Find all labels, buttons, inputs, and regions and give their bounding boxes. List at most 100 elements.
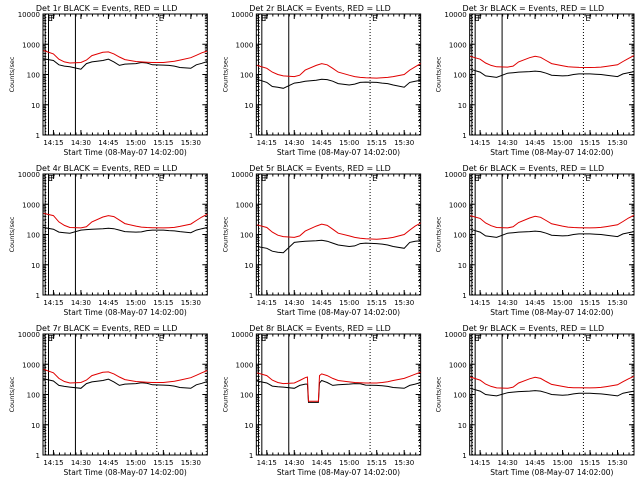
y-tick-label: 1	[462, 132, 466, 140]
event-marker-label: E	[474, 14, 479, 23]
y-tick-label: 100	[240, 392, 253, 400]
panel-title: Det 5r BLACK = Events, RED = LLD	[249, 164, 391, 173]
y-tick-label: 1	[462, 452, 466, 460]
x-tick-label: 15:00	[339, 299, 359, 307]
x-tick-label: 15:15	[580, 299, 600, 307]
x-tick-label: 14:15	[257, 459, 277, 467]
y-tick-label: 10000	[231, 11, 253, 19]
x-tick-label: 15:30	[607, 139, 627, 147]
y-axis-label: Counts/sec	[435, 216, 443, 252]
events-series-line	[256, 78, 421, 89]
y-tick-label: 10	[458, 102, 467, 110]
detector-panel-6: Det 6r BLACK = Events, RED = LLD 1 10 100 10…	[435, 164, 635, 317]
x-tick-label: 14:45	[312, 459, 332, 467]
y-tick-label: 1	[36, 292, 40, 300]
axis-frame	[255, 13, 422, 136]
x-tick-label: 15:00	[126, 139, 146, 147]
event-marker-label: E	[585, 334, 590, 343]
x-tick-label: 14:30	[71, 299, 91, 307]
panel-title: Det 1r BLACK = Events, RED = LLD	[36, 4, 178, 13]
x-tick-label: 14:45	[98, 299, 118, 307]
y-tick-label: 10	[31, 262, 40, 270]
x-tick-label: 15:15	[367, 459, 387, 467]
x-tick-label: 15:15	[153, 459, 173, 467]
axis-frame	[42, 173, 208, 296]
event-marker-label: E	[159, 174, 164, 183]
x-tick-label: 14:30	[497, 299, 517, 307]
y-tick-label: 100	[240, 232, 253, 240]
y-tick-label: 1000	[449, 201, 467, 209]
event-marker-label: E	[585, 174, 590, 183]
x-tick-label: 15:30	[607, 299, 627, 307]
y-tick-label: 100	[453, 232, 466, 240]
x-tick-label: 15:00	[552, 299, 572, 307]
x-axis-label: Start Time (08-May-07 14:02:00)	[64, 468, 187, 477]
x-tick-label: 14:15	[43, 139, 63, 147]
lld-series-line	[256, 371, 421, 402]
detector-panel-8: Det 8r BLACK = Events, RED = LLD 1 10 100 10…	[221, 324, 422, 477]
y-tick-label: 1000	[22, 201, 40, 209]
lld-series-line	[43, 212, 208, 229]
x-tick-label: 15:15	[580, 139, 600, 147]
x-tick-label: 15:00	[339, 139, 359, 147]
panel-title: Det 4r BLACK = Events, RED = LLD	[36, 164, 178, 173]
x-tick-label: 14:45	[525, 139, 545, 147]
y-tick-label: 1000	[449, 361, 467, 369]
lld-series-line	[43, 368, 208, 384]
event-marker-label: E	[261, 14, 266, 23]
x-tick-label: 15:30	[394, 459, 414, 467]
x-axis-label: Start Time (08-May-07 14:02:00)	[277, 468, 400, 477]
y-tick-label: 10	[31, 422, 40, 430]
event-marker-label: E	[47, 14, 52, 23]
lld-series-line	[470, 55, 635, 69]
y-axis-label: Counts/sec	[221, 376, 229, 412]
y-tick-label: 1000	[236, 361, 254, 369]
x-tick-label: 15:00	[339, 459, 359, 467]
x-axis-label: Start Time (08-May-07 14:02:00)	[490, 148, 613, 157]
events-series-line	[256, 239, 421, 254]
y-tick-label: 1000	[236, 41, 254, 49]
x-tick-label: 15:30	[607, 459, 627, 467]
y-tick-label: 10000	[18, 11, 40, 19]
event-marker-label: F	[477, 334, 482, 343]
y-tick-label: 10000	[444, 11, 466, 19]
x-tick-label: 14:45	[312, 139, 332, 147]
x-axis-label: Start Time (08-May-07 14:02:00)	[277, 308, 400, 317]
x-axis-label: Start Time (08-May-07 14:02:00)	[490, 308, 613, 317]
y-tick-label: 1000	[22, 361, 40, 369]
event-marker-label: F	[50, 174, 55, 183]
x-tick-label: 14:15	[43, 299, 63, 307]
x-tick-label: 15:00	[552, 139, 572, 147]
event-marker-label: E	[47, 174, 52, 183]
x-tick-label: 14:15	[470, 299, 490, 307]
y-tick-label: 1000	[449, 41, 467, 49]
lld-series-line	[470, 214, 635, 229]
axis-frame	[42, 333, 208, 456]
y-tick-label: 10	[244, 422, 253, 430]
y-tick-label: 1	[36, 132, 40, 140]
y-tick-label: 1	[462, 292, 466, 300]
y-tick-label: 10000	[231, 331, 253, 339]
detector-panel-2: Det 2r BLACK = Events, RED = LLD 1 10 100 10…	[221, 4, 422, 157]
y-tick-label: 100	[27, 392, 40, 400]
events-series-line	[43, 58, 208, 70]
event-marker-label: E	[159, 334, 164, 343]
event-marker-label: E	[47, 334, 52, 343]
y-axis-label: Counts/sec	[435, 56, 443, 92]
x-tick-label: 15:30	[181, 299, 201, 307]
x-tick-label: 15:30	[394, 139, 414, 147]
lld-series-line	[470, 375, 635, 389]
y-tick-label: 10000	[444, 331, 466, 339]
y-tick-label: 1	[249, 132, 253, 140]
x-axis-label: Start Time (08-May-07 14:02:00)	[64, 148, 187, 157]
y-tick-label: 10000	[18, 331, 40, 339]
axis-frame	[469, 13, 635, 136]
y-tick-label: 100	[27, 72, 40, 80]
axis-frame	[255, 173, 422, 296]
lld-series-line	[256, 222, 421, 240]
event-marker-label: E	[474, 174, 479, 183]
y-tick-label: 10	[244, 262, 253, 270]
axis-frame	[255, 333, 422, 456]
event-marker-label: E	[372, 174, 377, 183]
y-tick-label: 10	[458, 262, 467, 270]
